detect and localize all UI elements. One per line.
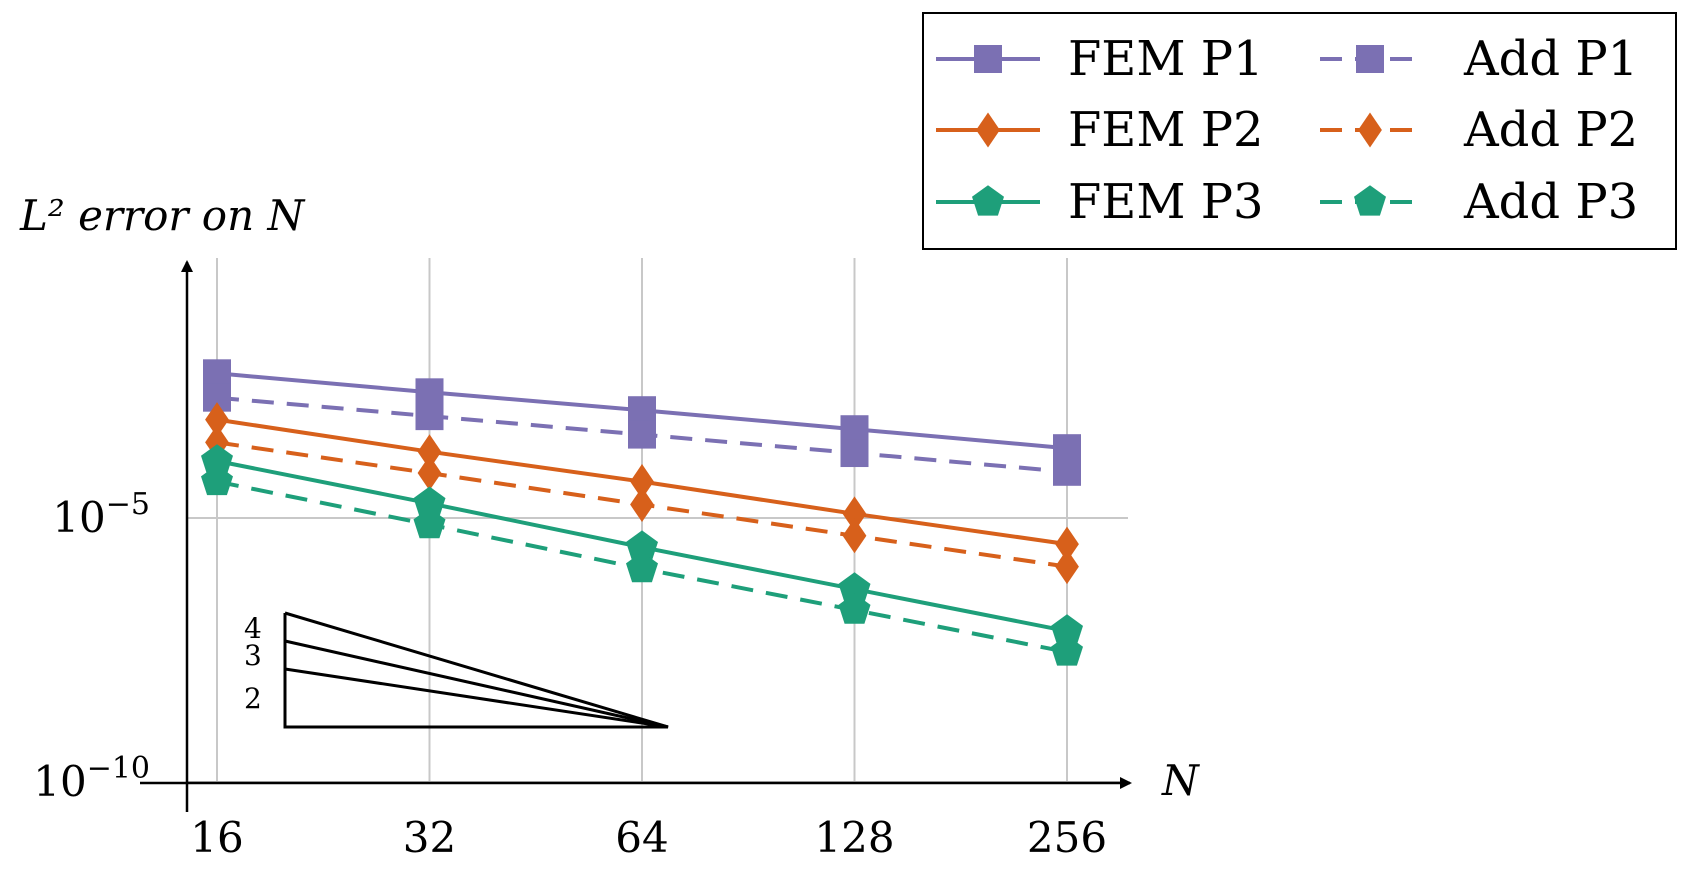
- data-point: [842, 518, 867, 554]
- data-point: [1055, 549, 1079, 585]
- data-point: [628, 420, 656, 449]
- data-point: [630, 487, 654, 523]
- data-point: [626, 530, 658, 561]
- data-point: [838, 572, 871, 603]
- slope-label-2: 2: [244, 682, 262, 715]
- slope-label-3: 3: [244, 639, 262, 672]
- legend-marker: [972, 185, 1004, 216]
- data-point: [413, 486, 446, 517]
- data-point: [1053, 457, 1081, 486]
- legend-label: FEM P3: [1068, 174, 1264, 230]
- data-point: [840, 415, 869, 444]
- x-axis-label: N: [1161, 756, 1200, 805]
- data-point: [415, 378, 444, 407]
- slope-line-3: [284, 639, 669, 729]
- legend-label: Add P1: [1463, 31, 1638, 87]
- data-point: [628, 396, 656, 425]
- data-point: [417, 455, 442, 491]
- legend-entry: Add P2: [1320, 102, 1638, 158]
- slope-line-2: [284, 667, 669, 729]
- data-point: [415, 402, 444, 431]
- series-fem-p2: [205, 402, 1079, 562]
- x-tick-label: 256: [1027, 813, 1107, 862]
- gridlines: [187, 258, 1128, 783]
- legend-label: FEM P1: [1068, 31, 1264, 87]
- legend-marker: [974, 45, 1002, 73]
- series-add-p3: [201, 464, 1083, 666]
- legend-marker: [1358, 112, 1382, 148]
- data-point: [838, 593, 871, 624]
- legend-box: [922, 12, 1677, 250]
- data-point: [1051, 635, 1083, 666]
- legend: FEM P1 Add P1 FEM P2 Add P2 FEM P3 Add P3: [922, 12, 1677, 250]
- data-point: [417, 434, 442, 470]
- slope-triangle-4: [283, 611, 669, 729]
- slope-triangles: 4 3 2: [244, 611, 669, 729]
- y-tick-label: 10−10: [33, 751, 150, 806]
- x-tick-label: 32: [403, 813, 456, 862]
- y-axis-label: L² error on N: [19, 191, 305, 240]
- legend-entry: Add P1: [1320, 31, 1638, 87]
- y-tick-exponent: −5: [106, 487, 150, 522]
- data-point: [1055, 526, 1079, 562]
- series-fem-p1: [203, 359, 1081, 463]
- legend-marker: [1354, 185, 1386, 216]
- axes: L² error on N N: [19, 191, 1200, 812]
- series-add-p2: [205, 424, 1079, 585]
- data-point: [413, 507, 446, 539]
- slope-label-4: 4: [244, 612, 262, 645]
- legend-entry: FEM P1: [936, 31, 1264, 87]
- data-point: [626, 551, 658, 583]
- y-tick-label: 10−5: [52, 487, 150, 542]
- x-tick-label: 128: [814, 813, 894, 862]
- legend-label: Add P3: [1463, 174, 1638, 230]
- data-point: [842, 496, 867, 532]
- data-point: [203, 359, 231, 388]
- data-series: [201, 359, 1083, 666]
- series-fem-p3: [201, 444, 1083, 645]
- legend-label: Add P2: [1463, 102, 1638, 158]
- data-point: [201, 444, 233, 475]
- y-tick-exponent: −10: [87, 751, 150, 786]
- legend-marker: [1356, 45, 1384, 73]
- legend-entry: FEM P3: [936, 174, 1264, 230]
- data-point: [201, 464, 233, 496]
- data-point: [840, 439, 869, 468]
- x-tick-label: 16: [190, 813, 243, 862]
- legend-entry: Add P3: [1320, 174, 1638, 230]
- data-point: [1053, 434, 1081, 463]
- series-add-p1: [203, 383, 1081, 486]
- legend-marker: [976, 112, 1000, 148]
- data-point: [1051, 614, 1083, 645]
- legend-label: FEM P2: [1068, 102, 1264, 158]
- x-tick-label: 64: [615, 813, 668, 862]
- data-point: [205, 402, 229, 438]
- data-point: [630, 464, 654, 500]
- legend-entry: FEM P2: [936, 102, 1264, 158]
